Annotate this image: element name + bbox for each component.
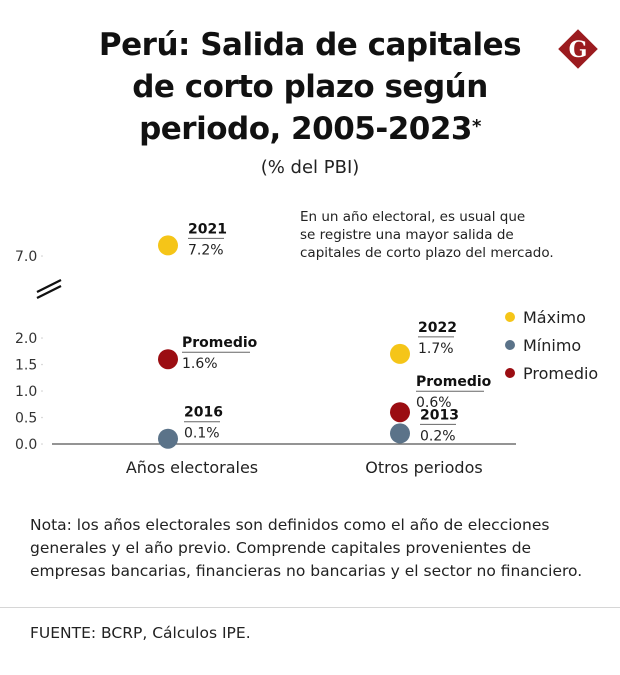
data-label-value: 0.1% [184, 426, 220, 442]
y-tick-mark [41, 255, 43, 257]
data-point-mximo [158, 235, 178, 256]
legend: Máximo Mínimo Promedio [505, 303, 598, 387]
data-label-value: 1.7% [418, 341, 454, 357]
y-tick-mark [41, 337, 43, 339]
data-label-value: 1.6% [182, 356, 218, 372]
annotation-line: se registre una mayor salida de [300, 227, 514, 243]
title-line-3: periodo, 2005-2023* [60, 108, 560, 150]
data-label-title: 2016 [184, 405, 223, 421]
y-tick-label: 2.0 [15, 331, 37, 347]
legend-dot-icon [505, 312, 515, 322]
data-label-title: Promedio [182, 335, 258, 351]
data-label-title: 2022 [418, 320, 457, 336]
data-point-mnimo [158, 428, 178, 449]
legend-label: Promedio [523, 363, 599, 383]
data-point-promedio [390, 402, 410, 423]
legend-label: Mínimo [523, 335, 582, 355]
footnote-line: empresas bancarias, financieras no banca… [30, 562, 583, 580]
annotation-line: En un año electoral, es usual que [300, 209, 526, 225]
chart-plot: 0.0 0.5 1.0 1.5 2.0 7.0 Años electorales Otros … [15, 221, 516, 477]
title-line-2: de corto plazo según [132, 69, 488, 105]
logo-g-icon: G [558, 29, 598, 69]
data-label-title: Promedio [416, 374, 492, 390]
y-tick-mark [41, 363, 43, 366]
title-asterisk: * [472, 116, 481, 137]
footnote-line: generales y el año previo. Comprende cap… [30, 539, 532, 557]
data-label-value: 7.2% [188, 242, 224, 258]
source: FUENTE: BCRP, Cálculos IPE. [30, 624, 251, 642]
chart-title: Perú: Salida de capitales de corto plazo… [60, 24, 560, 150]
legend-label: Máximo [523, 307, 586, 327]
y-tick-label: 1.0 [15, 384, 37, 400]
chart-subtitle: (% del PBI) [260, 157, 360, 178]
data-label-value: 0.6% [416, 395, 452, 411]
title-line-3-text: periodo, 2005-2023 [139, 111, 472, 147]
annotation-line: capitales de corto plazo del mercado. [300, 245, 554, 261]
legend-item-minimo: Mínimo [505, 331, 598, 359]
y-tick-label: 0.5 [15, 411, 37, 427]
y-tick-mark [41, 416, 43, 419]
legend-item-maximo: Máximo [505, 303, 598, 331]
data-label-value: 0.2% [420, 428, 456, 444]
annotation: En un año electoral, es usual que se reg… [300, 208, 554, 262]
axis-break-icon [36, 279, 62, 293]
data-point-promedio [158, 349, 178, 370]
data-label-title: 2021 [188, 221, 227, 237]
footnote-line: Nota: los años electorales son definidos… [30, 516, 550, 534]
y-tick-label: 7.0 [15, 249, 37, 265]
x-category-label: Otros periodos [365, 458, 482, 477]
data-label-title: 2013 [420, 407, 459, 423]
legend-dot-icon [505, 368, 515, 378]
y-tick-label: 0.0 [15, 437, 37, 453]
logo-letter: G [569, 37, 588, 63]
axis-break-icon [36, 285, 62, 299]
divider [0, 607, 620, 608]
data-point-mnimo [390, 423, 410, 444]
y-tick-label: 1.5 [15, 358, 37, 374]
legend-dot-icon [505, 340, 515, 350]
footnote: Nota: los años electorales son definidos… [30, 514, 610, 583]
y-tick-mark [41, 443, 43, 445]
x-category-label: Años electorales [126, 458, 258, 477]
y-tick-mark [41, 390, 43, 392]
data-point-mximo [390, 343, 410, 364]
legend-item-promedio: Promedio [505, 359, 598, 387]
title-line-1: Perú: Salida de capitales [98, 27, 522, 63]
